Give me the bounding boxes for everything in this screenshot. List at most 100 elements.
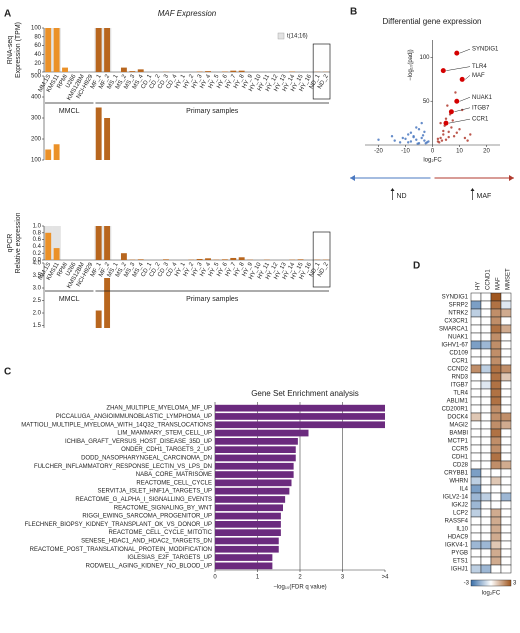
cell: [490, 556, 502, 566]
cell: [500, 524, 512, 534]
cell: [490, 516, 502, 526]
cell: [480, 332, 492, 342]
point: [407, 133, 410, 136]
x-tick-label: 0: [213, 575, 217, 581]
cell: [470, 556, 482, 566]
point: [415, 126, 418, 129]
cell: [490, 292, 502, 302]
point: [421, 134, 425, 137]
point: [446, 104, 449, 107]
cell: [470, 300, 482, 310]
annotation-arrow: [454, 107, 471, 112]
point: [427, 140, 430, 143]
y-tick-label: REACTOME_CELL_CYCLE_MITOTIC: [109, 530, 213, 536]
cell: [480, 508, 492, 518]
bar: [215, 487, 290, 495]
cell: [490, 348, 502, 358]
cell: [480, 372, 492, 382]
cell: [470, 452, 482, 462]
x-tick-label: 3: [341, 575, 345, 581]
cell: [480, 500, 492, 510]
cell: [500, 412, 512, 422]
cell: [470, 332, 482, 342]
cell: [500, 428, 512, 438]
cell: [480, 492, 492, 502]
y-tick-label: REACTOME_POST_TRANSLATIONAL_PROTEIN_MODI…: [30, 547, 212, 553]
annotation-label: MAF: [472, 73, 485, 79]
cell: [500, 484, 512, 494]
y-tick-label: ICHIBA_GRAFT_VERSUS_HOST_DISEASE_35D_UP: [65, 439, 212, 445]
y-tick-label: RODWELL_AGING_KIDNEY_NO_BLOOD_UP: [86, 563, 212, 569]
cell: [500, 396, 512, 406]
point: [424, 142, 427, 145]
annotation-label: NUAK1: [472, 95, 493, 101]
cell: [490, 380, 502, 390]
bar: [104, 28, 111, 72]
legend-swatch: [277, 32, 285, 40]
bar: [215, 404, 385, 412]
cell: [480, 444, 492, 454]
panel-letter: B: [350, 7, 357, 18]
bar: [215, 471, 294, 478]
box: [312, 231, 331, 288]
annotation-label: TLR4: [472, 64, 487, 70]
cell: [480, 516, 492, 526]
point: [455, 131, 458, 134]
bar: [104, 226, 111, 260]
y-tick-label: 0: [38, 70, 42, 76]
bar: [95, 226, 102, 260]
row-label: SFRP2: [449, 303, 469, 309]
row-label: CCR1: [452, 359, 469, 365]
cell: [470, 508, 482, 518]
group-label: Primary samples: [186, 296, 239, 303]
cell: [470, 500, 482, 510]
bar: [215, 512, 281, 520]
cell: [500, 492, 512, 502]
cell: [470, 316, 482, 326]
cell: [490, 420, 502, 430]
cell: [470, 540, 482, 550]
box: [312, 43, 331, 100]
up-arrow-head: [390, 188, 395, 191]
cell: [500, 516, 512, 526]
bar: [45, 28, 52, 72]
annotation-arrow: [446, 66, 471, 71]
cell: [490, 476, 502, 486]
bar: [196, 258, 203, 260]
series-label: MAF: [477, 193, 492, 200]
row-label: IGKV4-1: [445, 543, 469, 549]
cell: [480, 300, 492, 310]
row-label: CDH1: [452, 455, 469, 461]
y-tick-label: 0.2: [33, 251, 42, 257]
cell: [470, 444, 482, 454]
cell: [490, 508, 502, 518]
y-tick-label: 0.6: [33, 237, 42, 243]
cell: [470, 324, 482, 334]
cell: [470, 436, 482, 446]
bar: [95, 28, 102, 72]
cell: [500, 436, 512, 446]
row-label: SMARCA1: [439, 327, 469, 333]
row-label: IL4: [460, 487, 469, 493]
point: [451, 119, 454, 122]
legend-label: t(14;16): [287, 34, 308, 40]
bar: [215, 529, 281, 536]
group-label: MMCL: [59, 108, 80, 115]
cell: [490, 316, 502, 326]
highlight-point: [443, 120, 449, 126]
chart-title: Gene Set Enrichment analysis: [251, 389, 359, 398]
cell: [470, 396, 482, 406]
panel-letter: D: [413, 261, 420, 272]
cell: [480, 540, 492, 550]
point: [393, 139, 396, 142]
cell: [500, 476, 512, 486]
cell: [480, 460, 492, 470]
cell: [500, 452, 512, 462]
cell: [490, 404, 502, 414]
cell: [470, 564, 482, 574]
bar: [95, 107, 102, 160]
cell: [500, 444, 512, 454]
cell: [500, 340, 512, 350]
cell: [470, 460, 482, 470]
cell: [480, 524, 492, 534]
